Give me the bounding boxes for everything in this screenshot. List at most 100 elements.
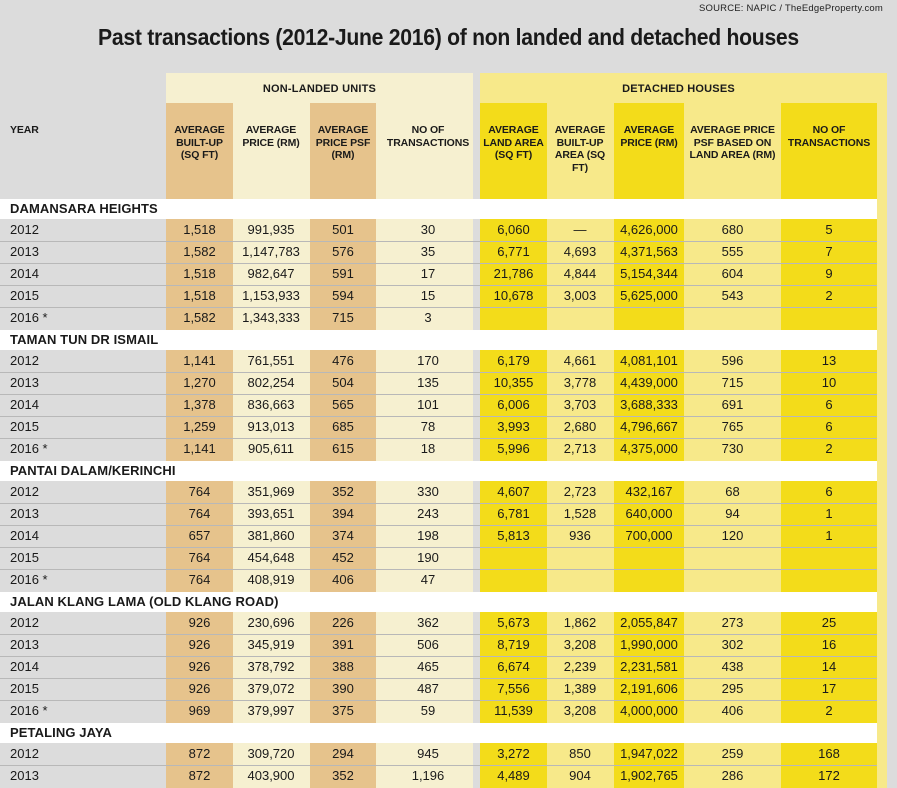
cell-dh-transactions: 5 (825, 222, 833, 237)
row-divider (0, 372, 877, 373)
cell-nl-transactions: 15 (420, 288, 436, 303)
cell-dh-psf: 543 (721, 288, 744, 303)
table-row: 2015 926 379,072 390 487 7,556 1,389 2,191,606 2… (0, 678, 897, 700)
cell-dh-transactions (781, 569, 877, 591)
cell-nl-builtup: 657 (188, 528, 211, 543)
cell-dh-price: 432,167 (625, 484, 673, 499)
cell-nl-builtup: 926 (188, 637, 211, 652)
table-row: 2012 926 230,696 226 362 5,673 1,862 2,055,847 2… (0, 612, 897, 634)
cell-nl-psf: 504 (332, 375, 354, 390)
cell-dh-builtup: 850 (569, 746, 591, 761)
cell-dh-transactions: 6 (825, 397, 833, 412)
table-row: 2013 1,270 802,254 504 135 10,355 3,778 4,439,0… (0, 372, 897, 394)
cell-dh-builtup: 2,723 (563, 484, 597, 499)
cell-year: 2014 (10, 266, 39, 281)
cell-nl-transactions: 78 (420, 419, 436, 434)
cell-dh-psf: 691 (721, 397, 744, 412)
cell-dh-psf: 730 (721, 441, 744, 456)
cell-nl-transactions: 330 (417, 484, 439, 499)
cell-nl-builtup: 764 (188, 506, 211, 521)
cell-dh-psf: 555 (721, 244, 744, 259)
cell-year: 2014 (10, 528, 39, 543)
cell-dh-psf: 596 (721, 353, 744, 368)
cell-nl-psf: 294 (332, 746, 354, 761)
cell-nl-price: 1,343,333 (242, 310, 300, 325)
cell-nl-builtup: 969 (188, 703, 211, 718)
cell-nl-price: 378,792 (247, 659, 295, 674)
cell-nl-psf: 576 (332, 244, 354, 259)
cell-nl-transactions: 17 (420, 266, 436, 281)
cell-nl-transactions: 18 (420, 441, 436, 456)
cell-dh-price: 4,796,667 (620, 419, 678, 434)
cell-dh-land: 3,272 (497, 746, 530, 761)
cell-nl-price: 802,254 (247, 375, 295, 390)
header-year: YEAR (10, 124, 39, 136)
cell-nl-builtup: 872 (188, 768, 211, 783)
cell-dh-builtup: 2,713 (563, 441, 597, 456)
cell-dh-price: 4,371,563 (620, 244, 678, 259)
cell-nl-price: 913,013 (247, 419, 295, 434)
cell-dh-psf: 259 (721, 746, 744, 761)
section-heading: PANTAI DALAM/KERINCHI (0, 461, 877, 481)
cell-year: 2014 (10, 397, 39, 412)
cell-dh-transactions: 13 (821, 353, 837, 368)
cell-dh-builtup: 3,703 (563, 397, 597, 412)
cell-dh-transactions: 2 (825, 441, 833, 456)
row-divider (0, 307, 877, 308)
header-dh-land: AVERAGE LAND AREA (SQ FT) (483, 124, 544, 161)
table-row: 2012 872 309,720 294 945 3,272 850 1,947,022 259… (0, 743, 897, 765)
row-divider (0, 656, 877, 657)
cell-year: 2015 (10, 419, 39, 434)
cell-dh-psf: 273 (721, 615, 744, 630)
cell-nl-builtup: 764 (188, 484, 211, 499)
cell-nl-transactions: 101 (417, 397, 439, 412)
cell-dh-transactions: 1 (825, 528, 833, 543)
cell-nl-psf: 685 (332, 419, 354, 434)
cell-dh-land: 5,673 (497, 615, 530, 630)
table-row: 2015 1,259 913,013 685 78 3,993 2,680 4,796,667… (0, 416, 897, 438)
table-row: 2013 926 345,919 391 506 8,719 3,208 1,990,000 3… (0, 634, 897, 656)
cell-dh-land: 8,719 (497, 637, 530, 652)
cell-dh-price: 700,000 (625, 528, 673, 543)
table-row: 2013 764 393,651 394 243 6,781 1,528 640,000 94 1 (0, 503, 897, 525)
cell-nl-price: 1,153,933 (242, 288, 300, 303)
cell-nl-transactions: 170 (417, 353, 439, 368)
cell-year: 2016 * (10, 310, 48, 325)
header-dh-transactions: NO OF TRANSACTIONS (787, 124, 871, 149)
cell-year: 2015 (10, 288, 39, 303)
cell-nl-builtup: 1,518 (183, 266, 216, 281)
cell-year: 2012 (10, 222, 39, 237)
cell-year: 2013 (10, 637, 39, 652)
table-row: 2013 872 403,900 352 1,196 4,489 904 1,902,765 2… (0, 765, 897, 787)
cell-dh-psf: 295 (721, 681, 744, 696)
cell-nl-psf: 388 (332, 659, 354, 674)
cell-dh-builtup (548, 307, 612, 329)
cell-dh-transactions: 7 (825, 244, 833, 259)
cell-nl-price: 408,919 (247, 572, 295, 587)
cell-dh-builtup: 3,778 (563, 375, 597, 390)
source-credit: SOURCE: NAPIC / TheEdgeProperty.com (698, 3, 883, 14)
cell-dh-transactions: 2 (825, 703, 833, 718)
cell-dh-builtup: 4,661 (563, 353, 597, 368)
cell-dh-land: 10,678 (493, 288, 534, 303)
cell-dh-price: 1,902,765 (620, 768, 678, 783)
cell-dh-builtup: 1,862 (563, 615, 597, 630)
cell-nl-transactions: 30 (420, 222, 436, 237)
row-divider (0, 394, 877, 395)
table-row: 2016 * 1,141 905,611 615 18 5,996 2,713 4,375,0… (0, 438, 897, 460)
table-row: 2012 1,518 991,935 501 30 6,060 — 4,626,000 680 5 (0, 219, 897, 241)
cell-nl-psf: 391 (332, 637, 354, 652)
cell-nl-builtup: 1,582 (183, 310, 216, 325)
table-row: 2012 1,141 761,551 476 170 6,179 4,661 4,081,10… (0, 350, 897, 372)
cell-dh-builtup: — (573, 222, 587, 237)
table-row: 2014 1,378 836,663 565 101 6,006 3,703 3,688,33… (0, 394, 897, 416)
cell-dh-builtup: 1,528 (563, 506, 597, 521)
cell-nl-transactions: 1,196 (411, 768, 445, 783)
cell-nl-psf: 374 (332, 528, 354, 543)
header-dh-psf: AVERAGE PRICE PSF BASED ON LAND AREA (RM… (689, 124, 776, 161)
cell-nl-transactions: 362 (417, 615, 439, 630)
cell-nl-psf: 352 (332, 484, 354, 499)
cell-nl-builtup: 1,259 (183, 419, 216, 434)
header-dh-builtup: AVERAGE BUILT-UP AREA (SQ FT) (554, 124, 606, 174)
